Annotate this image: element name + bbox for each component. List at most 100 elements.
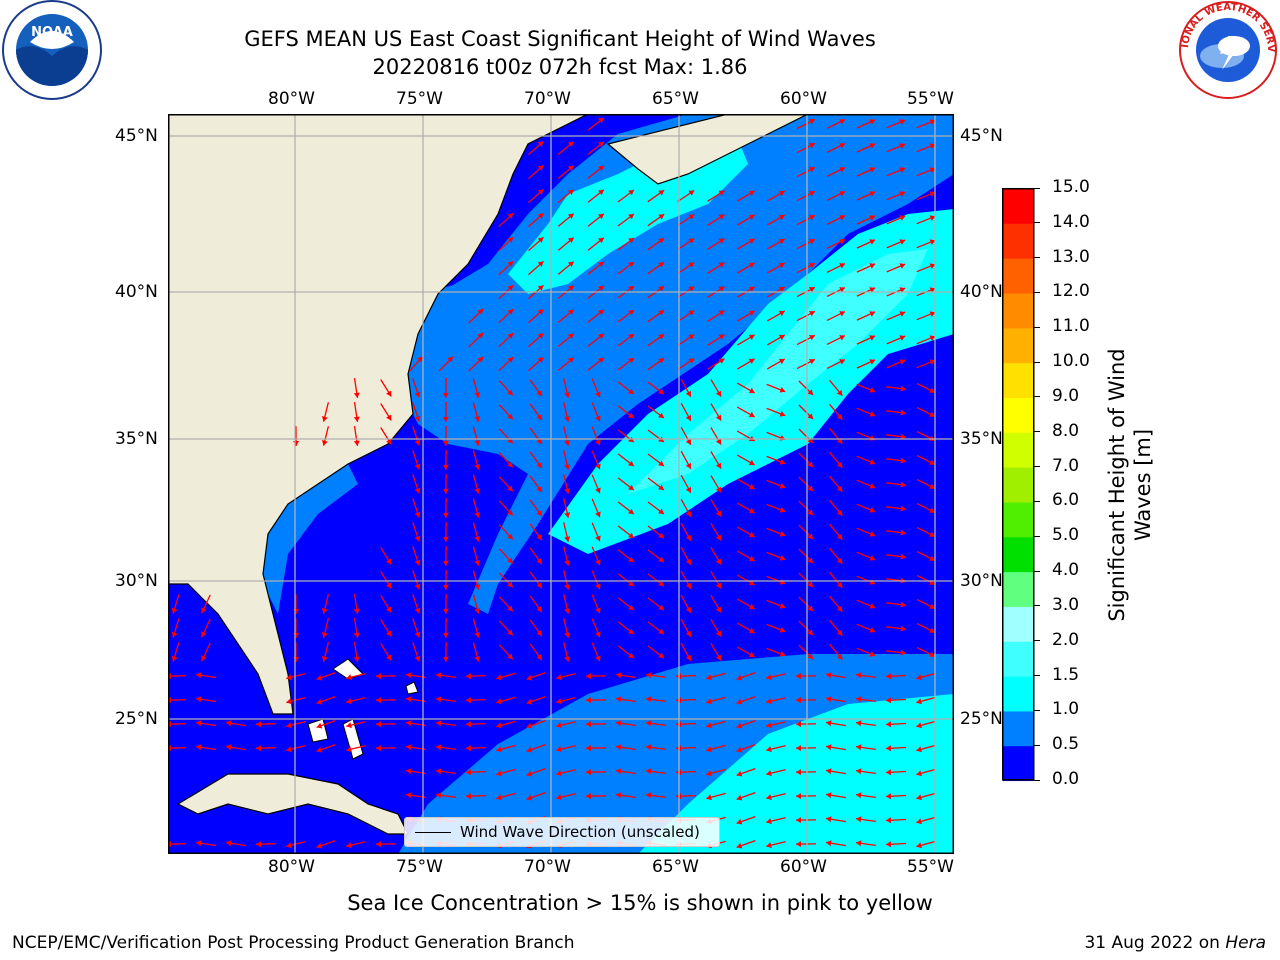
wave-direction-arrowhead [929, 335, 936, 341]
wave-direction-arrowhead [567, 237, 574, 244]
wave-direction-arrowhead [567, 285, 574, 292]
wave-direction-arrowhead [796, 841, 801, 848]
wave-band-0.5-1.0 [398, 114, 954, 614]
colorbar-tick-label: 7.0 [1052, 455, 1080, 476]
wave-direction-arrowhead [537, 285, 544, 291]
wave-direction-arrowhead [474, 536, 481, 542]
wave-direction-arrowhead [537, 165, 544, 171]
noaa-logo-text: NOAA [31, 25, 73, 40]
wave-direction-arrowhead [386, 438, 392, 445]
wave-direction-arrowhead [809, 191, 815, 197]
wave-direction-arrowhead [715, 630, 722, 637]
wave-direction-arrowhead [346, 722, 352, 729]
wave-direction-arrowhead [598, 237, 604, 244]
colorbar-tick-mark [1034, 744, 1040, 746]
wave-direction-arrowhead [807, 413, 814, 419]
wave-direction-arrowhead [796, 745, 801, 752]
wave-direction-arrowhead [447, 356, 453, 363]
wave-direction-arrowhead [353, 632, 360, 638]
wave-direction-arrowhead [628, 508, 634, 515]
wave-direction-arrowhead [836, 413, 843, 420]
colorbar-tick-label: 1.0 [1052, 699, 1080, 720]
wave-direction-arrowhead [496, 722, 502, 729]
wave-direction-arrowhead [748, 310, 755, 316]
wave-direction-arrowhead [899, 335, 906, 341]
wave-direction-arrowhead [564, 416, 571, 422]
colorbar-tick-mark [1034, 500, 1040, 502]
wave-direction-arrowhead [929, 603, 935, 609]
wave-direction-arrowhead [929, 387, 935, 393]
colorbar-tick-label: 0.5 [1052, 734, 1080, 755]
wave-direction-arrowhead [836, 485, 843, 492]
wave-direction-arrowhead [507, 309, 514, 315]
wave-direction-arrowhead [736, 770, 743, 777]
wave-direction-arrowhead [658, 628, 664, 634]
wave-direction-arrowhead [929, 215, 936, 221]
wave-direction-arrowhead [616, 792, 622, 799]
wave-direction-arrowhead [386, 606, 392, 613]
wave-direction-arrowhead [196, 696, 202, 703]
wave-direction-arrowhead [536, 606, 542, 613]
wave-direction-arrowhead [748, 531, 755, 538]
wave-direction-arrowhead [929, 555, 935, 561]
wave-direction-arrowhead [718, 358, 725, 364]
wave-direction-arrowhead [688, 238, 695, 244]
wave-direction-arrowhead [376, 721, 382, 728]
wave-direction-arrowhead [406, 744, 412, 751]
wave-direction-arrowhead [466, 673, 472, 680]
wave-direction-arrowhead [286, 722, 292, 729]
wave-direction-arrowhead [796, 673, 801, 680]
colorbar-tick-label: 1.5 [1052, 664, 1080, 685]
wave-direction-arrowhead [567, 141, 574, 148]
wave-direction-arrowhead [616, 672, 622, 679]
wave-direction-arrowhead [869, 483, 876, 489]
wave-direction-arrowhead [900, 433, 906, 440]
lon-label-top: 55°W [907, 89, 954, 109]
wave-direction-arrowhead [474, 608, 481, 614]
wave-direction-arrowhead [748, 411, 755, 418]
wave-direction-arrowhead [442, 488, 449, 494]
wave-direction-arrowhead [685, 654, 691, 661]
wave-direction-arrowhead [646, 672, 652, 679]
wave-direction-arrowhead [869, 215, 876, 221]
wave-direction-arrowhead [718, 310, 725, 316]
wave-direction-arrowhead [796, 793, 801, 800]
wave-direction-arrowhead [869, 579, 876, 585]
wave-direction-arrowhead [507, 357, 514, 363]
wave-direction-arrowhead [386, 582, 392, 589]
colorbar-tick-label: 12.0 [1052, 281, 1090, 302]
wave-direction-arrowhead [414, 511, 421, 518]
wave-direction-arrowhead [556, 794, 562, 801]
wave-direction-arrowhead [658, 412, 664, 418]
lat-label-right: 40°N [960, 282, 1003, 302]
wave-direction-arrowhead [779, 459, 786, 465]
wave-direction-arrowhead [807, 629, 814, 635]
wave-direction-arrowhead [688, 334, 695, 340]
colorbar-tick-mark [1034, 605, 1040, 607]
wave-direction-arrowhead [899, 359, 906, 365]
wave-direction-arrowhead [616, 744, 622, 751]
wave-direction-arrowhead [658, 460, 664, 466]
wave-direction-arrowhead [779, 531, 786, 537]
wave-direction-arrowhead [616, 696, 622, 703]
wave-direction-arrowhead [929, 531, 935, 537]
wave-direction-arrowhead [386, 390, 392, 397]
wave-direction-arrowhead [658, 508, 664, 514]
wave-direction-arrowhead [286, 746, 292, 753]
wave-direction-arrowhead [836, 605, 843, 612]
wave-direction-arrowhead [595, 439, 601, 446]
wave-direction-arrowhead [869, 411, 876, 417]
nws-logo: NATIONAL WEATHER SERVICE [1176, 0, 1277, 99]
wave-direction-arrowhead [899, 239, 906, 245]
wave-direction-arrowhead [706, 722, 712, 729]
colorbar-tick-mark [1034, 675, 1040, 677]
wave-direction-arrowhead [628, 556, 634, 563]
colorbar-tick-mark [1034, 535, 1040, 537]
wave-direction-arrowhead [316, 842, 323, 849]
wave-height-map [168, 114, 954, 854]
colorbar-segment [1002, 711, 1034, 747]
wave-direction-arrowhead [507, 557, 513, 564]
wave-direction-arrowhead [715, 582, 722, 589]
wave-direction-arrowhead [779, 483, 786, 489]
wave-direction-arrowhead [442, 512, 449, 518]
